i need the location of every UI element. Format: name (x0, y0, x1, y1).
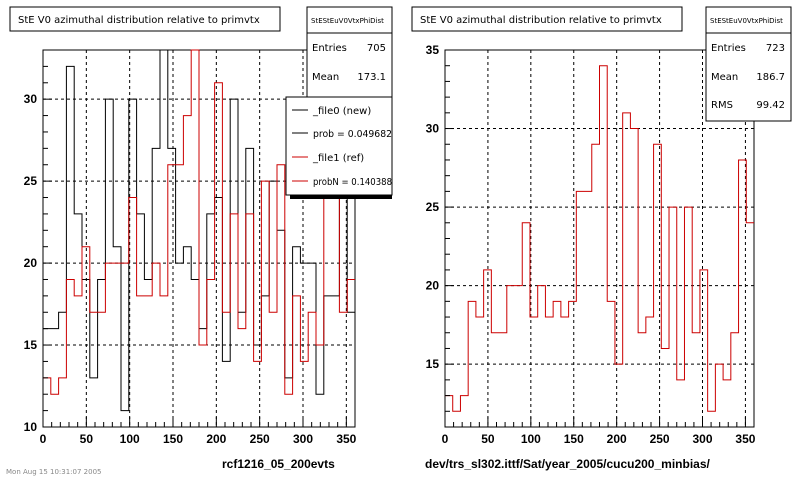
x-tick-label: 250 (650, 432, 670, 446)
x-tick-label: 50 (481, 432, 495, 446)
right-stats-box (705, 6, 792, 122)
legend-label-probn: probN = 0.140388 (313, 177, 392, 188)
left-stats-name: StEStEuV0VtxPhiDist (311, 17, 384, 25)
x-tick-label: 250 (250, 432, 270, 446)
left-series-group (43, 49, 355, 412)
right-series-group (445, 65, 754, 412)
y-tick-label: 20 (24, 256, 38, 270)
right-stats-mean-value: 186.7 (756, 72, 785, 83)
y-tick-label: 20 (426, 279, 440, 293)
legend-box (285, 96, 393, 196)
histogram-series-b (43, 49, 355, 395)
legend-label-file0: _file0 (new) (312, 106, 371, 117)
right-stats-rms-label: RMS (711, 100, 733, 111)
x-tick-label: 200 (607, 432, 627, 446)
y-tick-label: 10 (24, 420, 38, 434)
x-tick-label: 350 (735, 432, 755, 446)
left-title-box (9, 6, 281, 32)
left-x-axis-label: rcf1216_05_200evts (222, 457, 335, 471)
x-tick-label: 50 (80, 432, 94, 446)
x-tick-label: 0 (40, 432, 47, 446)
right-x-axis-label: dev/trs_sl302.ittf/Sat/year_2005/cucu200… (425, 457, 710, 471)
right-chart-title: StE V0 azimuthal distribution relative t… (420, 15, 662, 26)
left-stats-mean-label: Mean (312, 72, 339, 83)
right-stats-entries-value: 723 (766, 43, 785, 54)
left-stats-box (306, 6, 393, 101)
right-title-box (411, 6, 683, 32)
left-stats-entries-value: 705 (367, 43, 386, 54)
y-tick-label: 15 (24, 338, 38, 352)
legend-label-file1: _file1 (ref) (312, 153, 364, 164)
x-tick-label: 300 (692, 432, 712, 446)
x-tick-label: 100 (521, 432, 541, 446)
left-chart-title: StE V0 azimuthal distribution relative t… (18, 15, 260, 26)
footer-stamp: Mon Aug 15 10:31:07 2005 (6, 468, 102, 476)
x-tick-label: 200 (206, 432, 226, 446)
right-histogram-panel: 0 50 100 150 200 250 300 350 15 20 25 30 35 StE V0 a… (411, 6, 792, 471)
x-tick-label: 100 (120, 432, 140, 446)
y-tick-label: 30 (24, 92, 38, 106)
x-tick-label: 150 (163, 432, 183, 446)
x-tick-label: 0 (442, 432, 449, 446)
histogram-series-a (445, 65, 754, 412)
right-stats-entries-label: Entries (711, 43, 746, 54)
y-tick-label: 30 (426, 122, 440, 136)
left-stats-mean-value: 173.1 (357, 72, 386, 83)
y-tick-label: 15 (426, 357, 440, 371)
left-axes: 0 50 100 150 200 250 300 350 10 15 20 25 30 (24, 49, 357, 446)
x-tick-label: 300 (293, 432, 313, 446)
right-stats-name: StEStEuV0VtxPhiDist (710, 17, 783, 25)
y-tick-label: 25 (24, 174, 38, 188)
left-histogram-panel: 0 50 100 150 200 250 300 350 10 15 20 25 30 StE V0 a… (6, 6, 393, 476)
legend-label-prob: prob = 0.049682 (313, 129, 392, 140)
left-stats-entries-label: Entries (312, 43, 347, 54)
y-tick-label: 25 (426, 200, 440, 214)
y-tick-label: 35 (426, 43, 440, 57)
right-grid (445, 50, 754, 427)
x-tick-label: 150 (564, 432, 584, 446)
right-stats-rms-value: 99.42 (756, 100, 785, 111)
right-axes: 0 50 100 150 200 250 300 350 15 20 25 30 35 (426, 43, 756, 446)
right-stats-mean-label: Mean (711, 72, 738, 83)
x-tick-label: 350 (336, 432, 356, 446)
